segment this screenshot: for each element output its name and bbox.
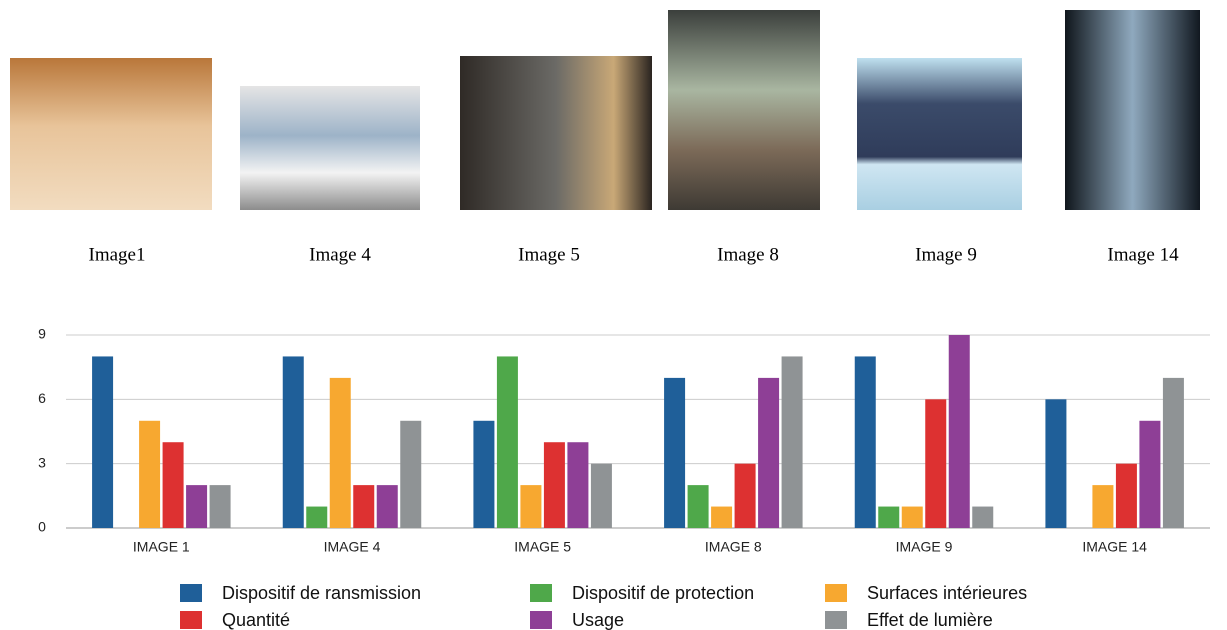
- bar: [854, 356, 876, 528]
- bar: [878, 506, 900, 528]
- legend-swatch: [825, 584, 847, 602]
- bar: [758, 377, 780, 528]
- bar: [473, 420, 495, 528]
- legend-label: Effet de lumière: [867, 610, 993, 630]
- y-tick-label: 0: [38, 519, 46, 535]
- legend-swatch: [825, 611, 847, 629]
- bar: [306, 506, 328, 528]
- bar: [1092, 485, 1114, 528]
- x-tick-label: IMAGE 1: [133, 539, 190, 555]
- y-tick-label: 6: [38, 390, 46, 406]
- bar: [543, 442, 565, 528]
- bar: [590, 463, 612, 528]
- legend-label: Quantité: [222, 610, 290, 630]
- y-tick-label: 3: [38, 454, 46, 470]
- bar: [972, 506, 994, 528]
- x-tick-label: IMAGE 14: [1082, 539, 1147, 555]
- bar: [209, 485, 231, 528]
- legend-swatch: [180, 584, 202, 602]
- legend-label: Dispositif de ransmission: [222, 583, 421, 603]
- bar: [664, 377, 686, 528]
- bar: [400, 420, 422, 528]
- photo-caption: Image1: [89, 244, 146, 265]
- bar: [329, 377, 351, 528]
- bar: [92, 356, 114, 528]
- bar: [1115, 463, 1137, 528]
- bar: [186, 485, 208, 528]
- bar: [139, 420, 161, 528]
- x-tick-label: IMAGE 5: [514, 539, 571, 555]
- bar: [567, 442, 589, 528]
- photo-caption: Image 8: [717, 244, 779, 265]
- legend-swatch: [530, 584, 552, 602]
- photo: [668, 10, 820, 210]
- legend-label: Usage: [572, 610, 624, 630]
- bar: [520, 485, 542, 528]
- bar: [711, 506, 733, 528]
- x-tick-label: IMAGE 4: [324, 539, 381, 555]
- x-tick-label: IMAGE 9: [896, 539, 953, 555]
- bar: [901, 506, 923, 528]
- legend-swatch: [530, 611, 552, 629]
- bar: [1162, 377, 1184, 528]
- x-tick-label: IMAGE 8: [705, 539, 762, 555]
- bar: [282, 356, 304, 528]
- bar: [376, 485, 398, 528]
- photo-caption: Image 4: [309, 244, 371, 265]
- y-tick-label: 9: [38, 326, 46, 342]
- bar: [687, 485, 709, 528]
- bar: [162, 442, 184, 528]
- photo: [460, 56, 652, 210]
- photo: [10, 58, 212, 210]
- photo: [1065, 10, 1200, 210]
- bar: [948, 335, 970, 528]
- bar: [734, 463, 756, 528]
- legend-label: Dispositif de protection: [572, 583, 754, 603]
- photo: [240, 86, 420, 210]
- bar: [1139, 420, 1161, 528]
- photo: [857, 58, 1022, 210]
- bar: [353, 485, 375, 528]
- legend-swatch: [180, 611, 202, 629]
- photo-caption: Image 9: [915, 244, 977, 265]
- photo-caption: Image 14: [1107, 244, 1179, 265]
- bar: [925, 399, 947, 528]
- legend-label: Surfaces intérieures: [867, 583, 1027, 603]
- bar: [781, 356, 803, 528]
- bar: [1045, 399, 1067, 528]
- bar: [496, 356, 518, 528]
- photo-caption: Image 5: [518, 244, 580, 265]
